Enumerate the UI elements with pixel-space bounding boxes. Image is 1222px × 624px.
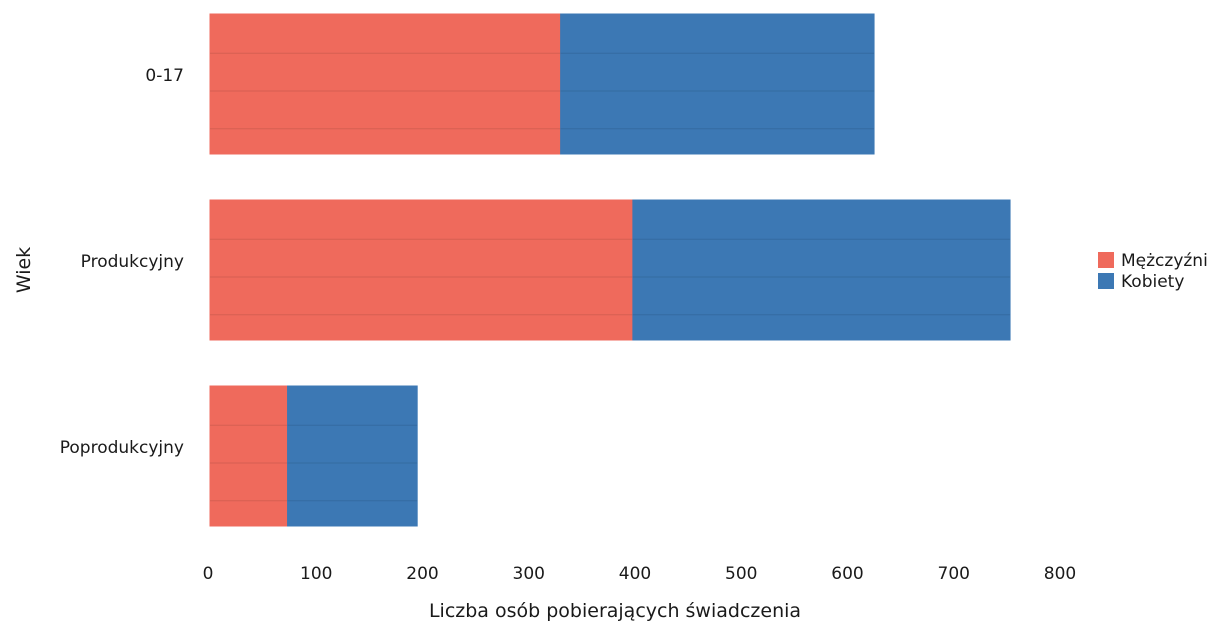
bar-women-1 — [632, 199, 1011, 341]
x-tick-label-0: 0 — [203, 564, 214, 584]
legend-label-men: Mężczyźni — [1121, 251, 1208, 271]
x-axis-title: Liczba osób pobierających świadczenia — [429, 600, 801, 622]
x-tick-label-800: 800 — [1044, 564, 1076, 584]
category-label-0: 0-17 — [145, 66, 184, 86]
x-tick-label-100: 100 — [300, 564, 332, 584]
bars-layer — [209, 13, 1011, 527]
legend: Mężczyźni Kobiety — [1098, 251, 1208, 292]
category-label-1: Produkcyjny — [81, 252, 184, 272]
bar-men-0 — [209, 13, 562, 155]
bar-women-0 — [560, 13, 875, 155]
category-label-2: Poprodukcyjny — [60, 438, 184, 458]
x-tick-label-400: 400 — [619, 564, 651, 584]
x-tick-label-700: 700 — [938, 564, 970, 584]
x-tick-label-500: 500 — [725, 564, 757, 584]
x-tick-label-600: 600 — [831, 564, 863, 584]
legend-swatch-women — [1098, 273, 1114, 289]
legend-swatch-men — [1098, 252, 1114, 268]
x-tick-label-200: 200 — [406, 564, 438, 584]
x-tick-label-300: 300 — [513, 564, 545, 584]
x-tick-labels: 0 100 200 300 400 500 600 700 800 — [203, 564, 1077, 584]
legend-label-women: Kobiety — [1121, 272, 1184, 292]
bar-men-1 — [209, 199, 634, 341]
category-labels: 0-17 Produkcyjny Poprodukcyjny — [60, 66, 184, 458]
bar-men-2 — [209, 385, 289, 527]
y-axis-title: Wiek — [13, 247, 35, 293]
bar-women-2 — [287, 385, 418, 527]
